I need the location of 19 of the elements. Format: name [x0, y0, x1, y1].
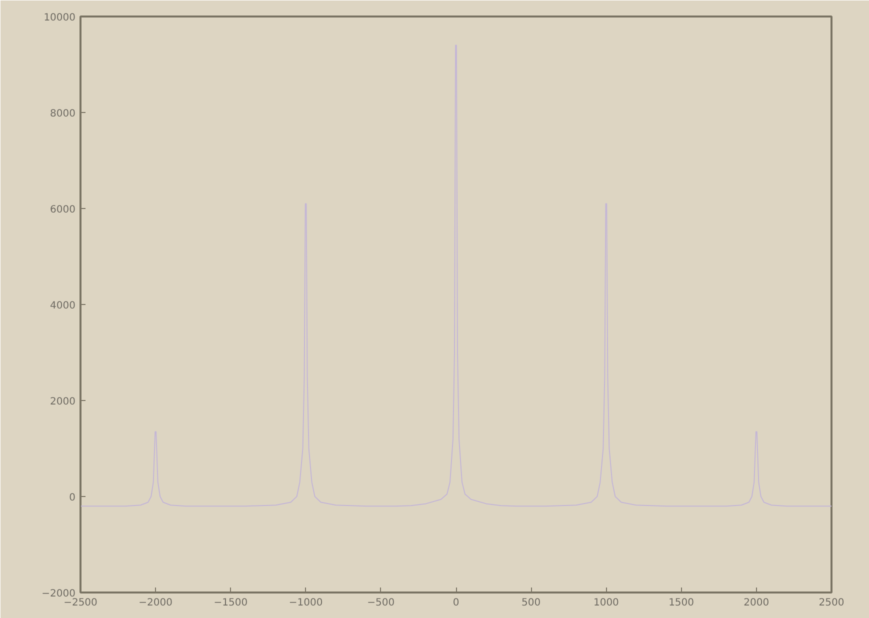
- line-series: [80, 44, 832, 507]
- y-tick-label: −2000: [42, 588, 76, 600]
- x-tick-label: 500: [522, 598, 541, 608]
- x-tick-label: −2000: [138, 598, 173, 608]
- x-tick-label: −1000: [288, 598, 323, 608]
- x-tick-label: −500: [367, 598, 395, 608]
- x-tick-label: −2500: [64, 598, 98, 608]
- y-tick-label: 4000: [50, 300, 76, 312]
- y-tick-label: 2000: [50, 396, 76, 408]
- x-tick-label: 0: [452, 598, 460, 608]
- x-tick-label: −1500: [214, 598, 248, 608]
- x-tick-label: 2000: [744, 598, 770, 608]
- y-tick-label: 10000: [44, 12, 76, 24]
- x-tick-label: 1500: [668, 598, 694, 608]
- x-tick-label: 1000: [593, 598, 619, 608]
- x-tick-label: 2500: [818, 598, 844, 608]
- y-tick-label: 6000: [50, 204, 76, 216]
- y-tick-label: 0: [69, 492, 76, 504]
- y-tick-label: 8000: [50, 108, 76, 120]
